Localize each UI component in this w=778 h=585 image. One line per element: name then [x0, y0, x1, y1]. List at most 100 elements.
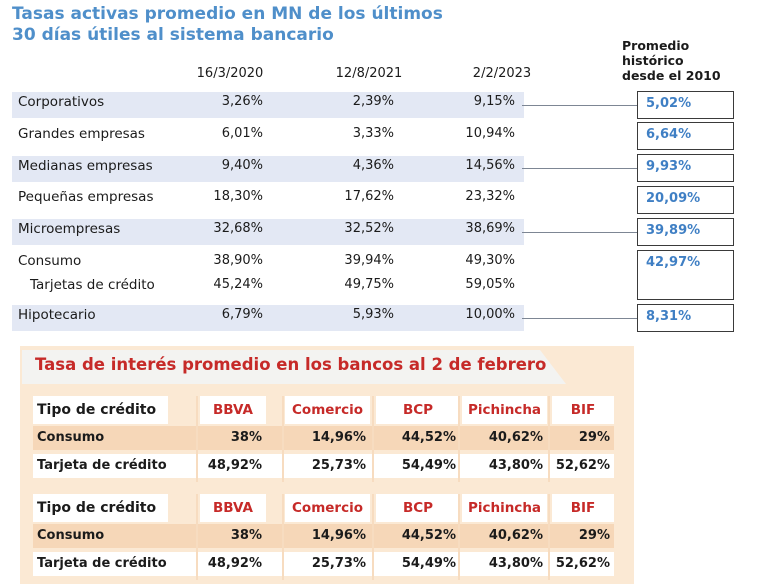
row-label: Tarjeta de crédito — [37, 458, 167, 473]
table-cell: 59,05% — [465, 277, 515, 292]
bank-column-header: BIF — [552, 494, 614, 522]
credit-type-header: Tipo de crédito — [33, 396, 168, 424]
table-row-band — [12, 92, 524, 118]
column-header-1: 16/3/2020 — [196, 66, 264, 81]
table-cell: 45,24% — [213, 277, 263, 292]
table-cell: 43,80% — [488, 556, 543, 571]
bank-column-header: Comercio — [285, 494, 370, 522]
row-label: Medianas empresas — [18, 158, 153, 174]
row-label: Tarjetas de crédito — [30, 277, 155, 293]
row-label: Microempresas — [18, 221, 121, 237]
table-cell: 3,26% — [221, 94, 263, 109]
historic-header-line-3: desde el 2010 — [622, 68, 721, 83]
table-cell: 32,68% — [213, 221, 263, 236]
historic-value-box: 39,89% — [637, 218, 734, 246]
column-separator — [458, 494, 460, 580]
table-cell: 49,30% — [465, 253, 515, 268]
table-cell: 48,92% — [207, 458, 262, 473]
chart-title-line-1: Tasas activas promedio en MN de los últi… — [12, 4, 443, 24]
table-cell: 49,75% — [344, 277, 394, 292]
column-separator — [458, 396, 460, 482]
row-label: Grandes empresas — [18, 126, 145, 142]
table-cell: 17,62% — [344, 189, 394, 204]
row-label: Consumo — [18, 253, 82, 269]
table-cell: 25,73% — [311, 556, 366, 571]
historic-value: 42,97% — [646, 255, 701, 270]
bank-column-header: Pichincha — [462, 494, 547, 522]
table-cell: 48,92% — [207, 556, 262, 571]
table-cell: 4,36% — [352, 158, 394, 173]
table-cell: 29% — [578, 430, 610, 445]
table-row-band — [33, 552, 614, 576]
historic-header-line-2: histórico — [622, 53, 684, 68]
historic-value: 8,31% — [646, 309, 692, 324]
table-row-band — [12, 305, 524, 331]
table-cell: 54,49% — [401, 458, 456, 473]
connector-line — [522, 232, 637, 233]
bank-table-title: Tasa de interés promedio en los bancos a… — [35, 355, 547, 374]
connector-line — [522, 105, 637, 106]
historic-value-box: 6,64% — [637, 122, 734, 150]
column-separator — [372, 396, 374, 482]
table-cell: 14,96% — [311, 528, 366, 543]
table-cell: 44,52% — [401, 430, 456, 445]
table-cell: 10,00% — [465, 307, 515, 322]
bank-column-header: BBVA — [200, 494, 266, 522]
table-cell: 14,96% — [311, 430, 366, 445]
historic-average-header: Promedio histórico desde el 2010 — [622, 38, 756, 83]
table-row-band — [33, 426, 614, 450]
row-label: Corporativos — [18, 94, 105, 110]
historic-value: 5,02% — [646, 96, 692, 111]
chart-title-line-2: 30 días útiles al sistema bancario — [12, 25, 334, 45]
table-cell: 52,62% — [555, 458, 610, 473]
bank-column-header: Comercio — [285, 396, 370, 424]
column-separator — [548, 494, 550, 580]
row-label: Consumo — [37, 430, 105, 445]
table-cell: 39,94% — [344, 253, 394, 268]
connector-line — [522, 168, 637, 169]
table-cell: 6,79% — [221, 307, 263, 322]
bank-column-header: Pichincha — [462, 396, 547, 424]
historic-value: 9,93% — [646, 159, 692, 174]
column-separator — [196, 396, 198, 482]
table-cell: 5,93% — [352, 307, 394, 322]
column-header-2: 12/8/2021 — [335, 66, 403, 81]
table-cell: 9,15% — [473, 94, 515, 109]
table-cell: 38% — [230, 430, 262, 445]
table-cell: 14,56% — [465, 158, 515, 173]
historic-value: 6,64% — [646, 127, 692, 142]
table-cell: 23,32% — [465, 189, 515, 204]
column-header-3: 2/2/2023 — [472, 66, 532, 81]
column-separator — [548, 396, 550, 482]
table-cell: 10,94% — [465, 126, 515, 141]
historic-value-box: 8,31% — [637, 304, 734, 332]
table-cell: 3,33% — [352, 126, 394, 141]
table-row-band — [12, 156, 524, 182]
historic-value-box: 5,02% — [637, 91, 734, 119]
historic-value: 39,89% — [646, 223, 701, 238]
historic-value-box: 42,97% — [637, 250, 734, 300]
historic-value-box: 20,09% — [637, 186, 734, 214]
bank-column-header: BCP — [376, 494, 460, 522]
table-cell: 40,62% — [488, 430, 543, 445]
historic-header-line-1: Promedio — [622, 38, 690, 53]
bank-column-header: BCP — [376, 396, 460, 424]
table-cell: 32,52% — [344, 221, 394, 236]
column-separator — [372, 494, 374, 580]
chart-title: Tasas activas promedio en MN de los últi… — [12, 4, 443, 46]
column-separator — [282, 396, 284, 482]
table-cell: 38,90% — [213, 253, 263, 268]
table-cell: 29% — [578, 528, 610, 543]
table-cell: 54,49% — [401, 556, 456, 571]
connector-line — [522, 318, 637, 319]
bank-column-header: BIF — [552, 396, 614, 424]
table-row-band — [33, 524, 614, 548]
table-cell: 18,30% — [213, 189, 263, 204]
table-cell: 25,73% — [311, 458, 366, 473]
credit-type-header: Tipo de crédito — [33, 494, 168, 522]
historic-value-box: 9,93% — [637, 154, 734, 182]
panel-header-shape — [22, 350, 566, 384]
table-cell: 44,52% — [401, 528, 456, 543]
row-label: Consumo — [37, 528, 105, 543]
table-cell: 6,01% — [221, 126, 263, 141]
